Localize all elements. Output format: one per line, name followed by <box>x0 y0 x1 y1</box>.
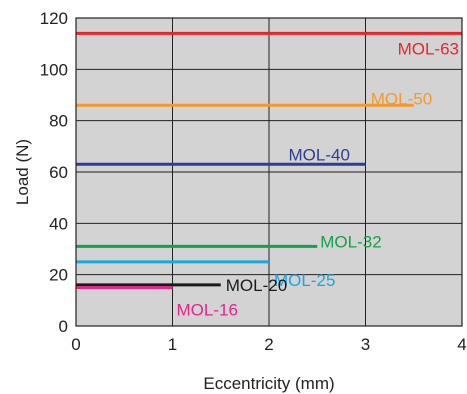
series-label-mol-40: MOL-40 <box>289 145 350 164</box>
x-tick-label: 3 <box>361 335 370 354</box>
y-tick-label: 20 <box>49 266 68 285</box>
plot-border <box>75 17 463 327</box>
series-label-mol-16: MOL-16 <box>177 301 238 320</box>
series-label-mol-25: MOL-25 <box>274 271 335 290</box>
series-label-mol-50: MOL-50 <box>371 89 432 108</box>
y-tick-label: 40 <box>49 214 68 233</box>
x-tick-label: 1 <box>168 335 177 354</box>
y-tick-label: 0 <box>59 317 68 336</box>
x-tick-label: 2 <box>264 335 273 354</box>
series-label-mol-20: MOL-20 <box>226 276 287 295</box>
x-axis-label: Eccentricity (mm) <box>203 374 334 393</box>
series-lines <box>76 31 462 289</box>
grid-lines <box>75 17 463 327</box>
y-axis-label: Load (N) <box>13 139 32 205</box>
y-tick-label: 80 <box>49 112 68 131</box>
y-tick-label: 100 <box>40 60 68 79</box>
y-tick-label: 60 <box>49 163 68 182</box>
y-tick-label: 120 <box>40 9 68 28</box>
series-label-mol-63: MOL-63 <box>398 39 459 58</box>
series-label-mol-32: MOL-32 <box>320 232 381 251</box>
x-tick-label: 0 <box>71 335 80 354</box>
x-tick-label: 4 <box>457 335 466 354</box>
